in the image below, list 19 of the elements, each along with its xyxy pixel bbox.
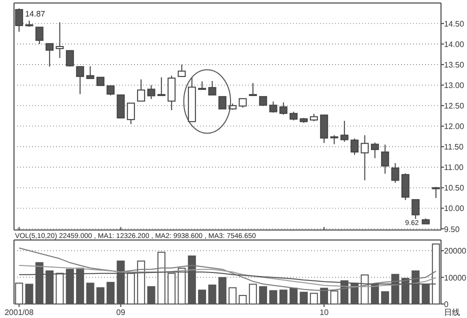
x-tick-label: 10 [320, 308, 330, 317]
annotation: 14.87 [25, 9, 46, 18]
y-tick-label: 9.50 [444, 224, 460, 234]
text: 日线 [444, 308, 460, 317]
y-tick-label: 0 [444, 300, 449, 309]
x-tick-label: 2001/08 [4, 308, 34, 317]
y-tick-label: 11.50 [444, 142, 464, 152]
y-tick-label: 12.00 [444, 122, 465, 132]
y-tick-label: 13.00 [444, 81, 465, 90]
y-tick-label: 10.00 [444, 204, 465, 214]
y-tick-label: 14.50 [444, 20, 465, 29]
x-tick-label: 09 [116, 308, 126, 317]
y-tick-label: 14.00 [444, 40, 465, 50]
y-tick-label: 10.50 [444, 184, 465, 193]
y-tick-label: 11.00 [444, 163, 464, 172]
y-tick-label: 12.50 [444, 102, 465, 111]
y-tick-label: 20000 [444, 246, 467, 256]
y-tick-label: 10000 [444, 273, 467, 282]
y-tick-label: 13.50 [444, 60, 465, 70]
